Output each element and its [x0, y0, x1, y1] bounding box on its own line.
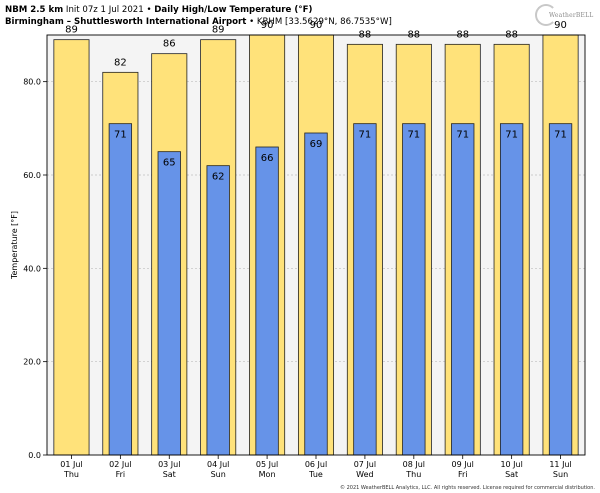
high-temp-label: 86: [163, 39, 176, 50]
high-temp-label: 90: [310, 20, 323, 31]
low-temp-bar: [108, 123, 133, 456]
low-temp-bar: [451, 123, 475, 456]
model-name: NBM 2.5 km: [5, 5, 64, 15]
x-tick-day: Sat: [505, 470, 518, 479]
chart-header: NBM 2.5 km Init 07z 1 Jul 2021 • Daily H…: [5, 4, 392, 28]
x-tick-date: 01 Jul: [60, 460, 82, 469]
init-time: Init 07z 1 Jul 2021: [65, 5, 144, 15]
x-tick-date: 03 Jul: [158, 460, 180, 469]
x-tick-day: Tue: [308, 470, 323, 479]
x-tick-date: 10 Jul: [500, 460, 522, 469]
low-temp-bar: [548, 123, 573, 456]
x-tick-day: Sat: [163, 470, 176, 479]
x-tick-day: Sun: [211, 470, 226, 479]
high-temp-label: 82: [114, 57, 127, 68]
station-name: Birmingham – Shuttlesworth International…: [5, 17, 247, 27]
logo-swoosh-icon: [535, 4, 557, 26]
y-tick-label: 40.0: [23, 264, 41, 273]
x-tick-day: Thu: [405, 470, 421, 479]
separator: •: [146, 5, 152, 15]
low-temp-label: 69: [310, 139, 323, 150]
plot-frame: [46, 34, 586, 456]
x-tick-day: Fri: [116, 470, 126, 479]
logo-text: WeatherBELL: [549, 12, 594, 19]
low-temp-label: 71: [505, 130, 518, 141]
x-tick-date: 02 Jul: [109, 460, 131, 469]
y-axis-label: Temperature [°F]: [10, 211, 19, 280]
y-tick-label: 60.0: [23, 171, 41, 180]
y-tick-label: 20.0: [23, 358, 41, 367]
x-tick-day: Fri: [458, 470, 468, 479]
x-tick-date: 09 Jul: [452, 460, 474, 469]
low-temp-label: 71: [114, 130, 127, 141]
station-coords: KBHM [33.5629°N, 86.7535°W]: [256, 17, 392, 27]
x-tick-date: 11 Jul: [549, 460, 571, 469]
y-tick-label: 0.0: [28, 451, 41, 460]
low-temp-bar: [402, 123, 426, 456]
high-temp-label: 90: [261, 20, 274, 31]
product-name: Daily High/Low Temperature (°F): [154, 5, 313, 15]
x-tick-date: 05 Jul: [256, 460, 278, 469]
high-temp-label: 89: [212, 25, 225, 36]
separator: •: [249, 17, 255, 27]
header-line-1: NBM 2.5 km Init 07z 1 Jul 2021 • Daily H…: [5, 4, 392, 16]
x-tick-date: 08 Jul: [403, 460, 425, 469]
low-temp-bar: [206, 165, 230, 456]
high-temp-label: 89: [65, 25, 78, 36]
x-tick-day: Sun: [553, 470, 568, 479]
weatherbell-logo: WeatherBELL: [533, 3, 599, 31]
low-temp-label: 71: [554, 130, 567, 141]
x-tick-day: Thu: [63, 470, 79, 479]
low-temp-bar: [255, 146, 279, 456]
low-temp-label: 71: [456, 130, 469, 141]
low-temp-label: 71: [407, 130, 420, 141]
y-tick-label: 80.0: [23, 78, 41, 87]
low-temp-label: 71: [359, 130, 372, 141]
low-temp-label: 62: [212, 172, 225, 183]
high-temp-bar: [53, 39, 90, 456]
x-tick-day: Mon: [259, 470, 276, 479]
x-tick-date: 06 Jul: [305, 460, 327, 469]
low-temp-bar: [499, 123, 524, 456]
low-temp-label: 65: [163, 158, 176, 169]
x-tick-day: Wed: [356, 470, 373, 479]
header-line-2: Birmingham – Shuttlesworth International…: [5, 16, 392, 28]
x-tick-date: 07 Jul: [354, 460, 376, 469]
copyright-notice: © 2021 WeatherBELL Analytics, LLC. All r…: [340, 485, 595, 491]
low-temp-label: 66: [261, 153, 274, 164]
high-temp-label: 90: [554, 20, 567, 31]
low-temp-bar: [304, 132, 328, 456]
low-temp-bar: [353, 123, 377, 456]
x-tick-date: 04 Jul: [207, 460, 229, 469]
low-temp-bar: [157, 151, 181, 456]
